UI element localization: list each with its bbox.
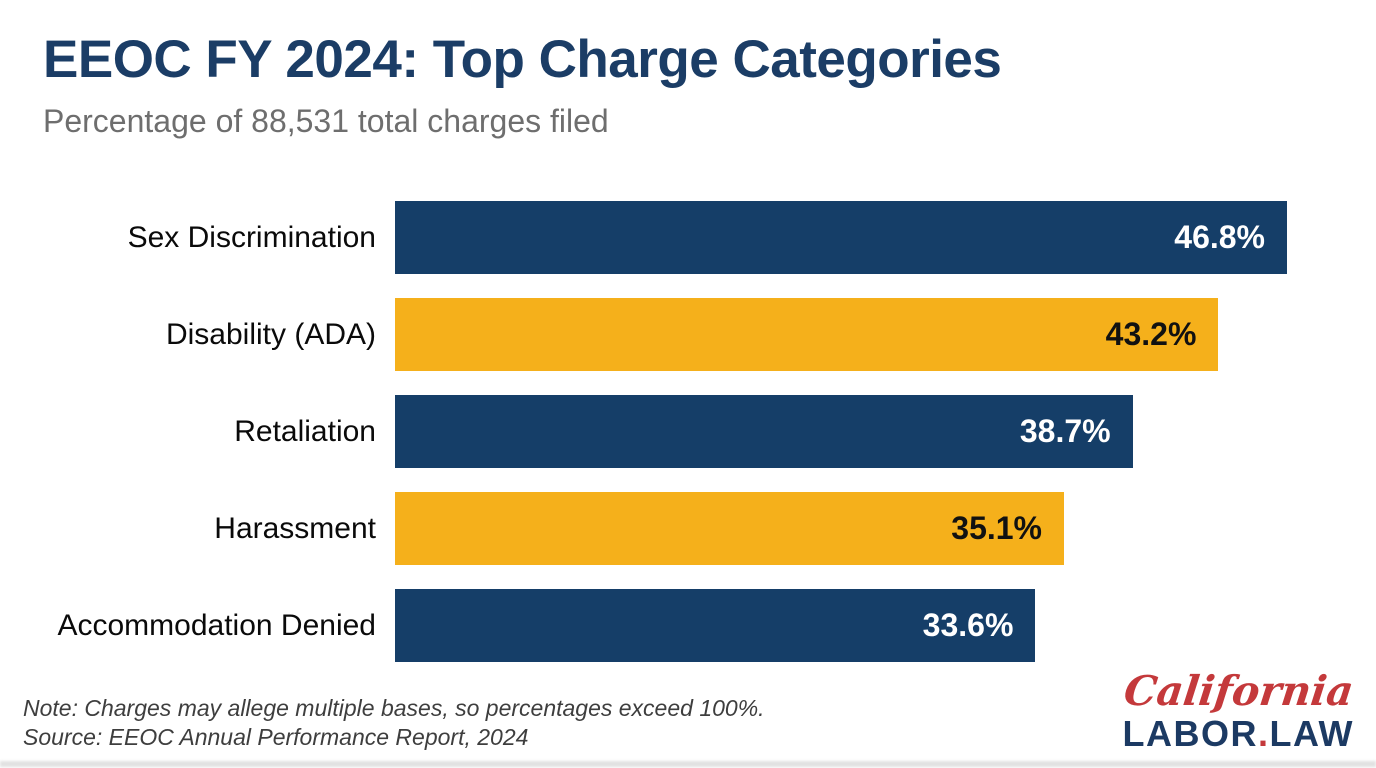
- bar-value-label: 43.2%: [1105, 316, 1197, 352]
- bar-chart: Sex Discrimination 46.8% Disability (ADA…: [0, 201, 1348, 686]
- brand-dot: .: [1258, 713, 1270, 754]
- brand-law-text: LAW: [1269, 713, 1354, 754]
- bar: 38.7%: [395, 395, 1133, 468]
- bar: 46.8%: [395, 201, 1287, 274]
- chart-source: Source: EEOC Annual Performance Report, …: [23, 724, 529, 750]
- bar-value-label: 38.7%: [1019, 413, 1111, 449]
- chart-rows: Sex Discrimination 46.8% Disability (ADA…: [0, 201, 1348, 662]
- category-label: Disability (ADA): [165, 317, 376, 351]
- bar: 33.6%: [395, 589, 1036, 662]
- bar-value-label: 46.8%: [1174, 219, 1265, 255]
- category-label: Retaliation: [234, 414, 376, 448]
- brand-wordmark: LABOR.LAW: [1123, 715, 1355, 753]
- chart-subtitle: Percentage of 88,531 total charges filed: [43, 102, 609, 139]
- chart-row: Disability (ADA) 43.2%: [0, 298, 1348, 371]
- category-label: Harassment: [214, 511, 376, 545]
- bar-track: 43.2%: [395, 298, 1348, 371]
- chart-row: Harassment 35.1%: [0, 492, 1348, 565]
- bar-track: 46.8%: [395, 201, 1348, 274]
- chart-header: EEOC FY 2024: Top Charge Categories Perc…: [43, 30, 1333, 139]
- bar-track: 35.1%: [395, 492, 1348, 565]
- chart-row: Sex Discrimination 46.8%: [0, 201, 1348, 274]
- category-label: Sex Discrimination: [127, 220, 376, 254]
- chart-title: EEOC FY 2024: Top Charge Categories: [43, 30, 1002, 89]
- brand-labor-text: LABOR: [1122, 713, 1258, 754]
- chart-row: Accommodation Denied 33.6%: [0, 589, 1348, 662]
- bottom-edge-artifact: [0, 761, 1376, 767]
- brand-california-script: California: [1120, 667, 1356, 715]
- bar: 35.1%: [395, 492, 1064, 565]
- bar-track: 33.6%: [395, 589, 1348, 662]
- category-label: Accommodation Denied: [57, 608, 376, 642]
- bar: 43.2%: [395, 298, 1219, 371]
- chart-footnotes: Note: Charges may allege multiple bases,…: [23, 694, 765, 752]
- bar-track: 38.7%: [395, 395, 1348, 468]
- bar-value-label: 33.6%: [922, 607, 1014, 643]
- brand-logo: California LABOR.LAW: [1120, 667, 1356, 753]
- bar-value-label: 35.1%: [951, 510, 1042, 546]
- chart-row: Retaliation 38.7%: [0, 395, 1348, 468]
- chart-note: Note: Charges may allege multiple bases,…: [23, 695, 765, 721]
